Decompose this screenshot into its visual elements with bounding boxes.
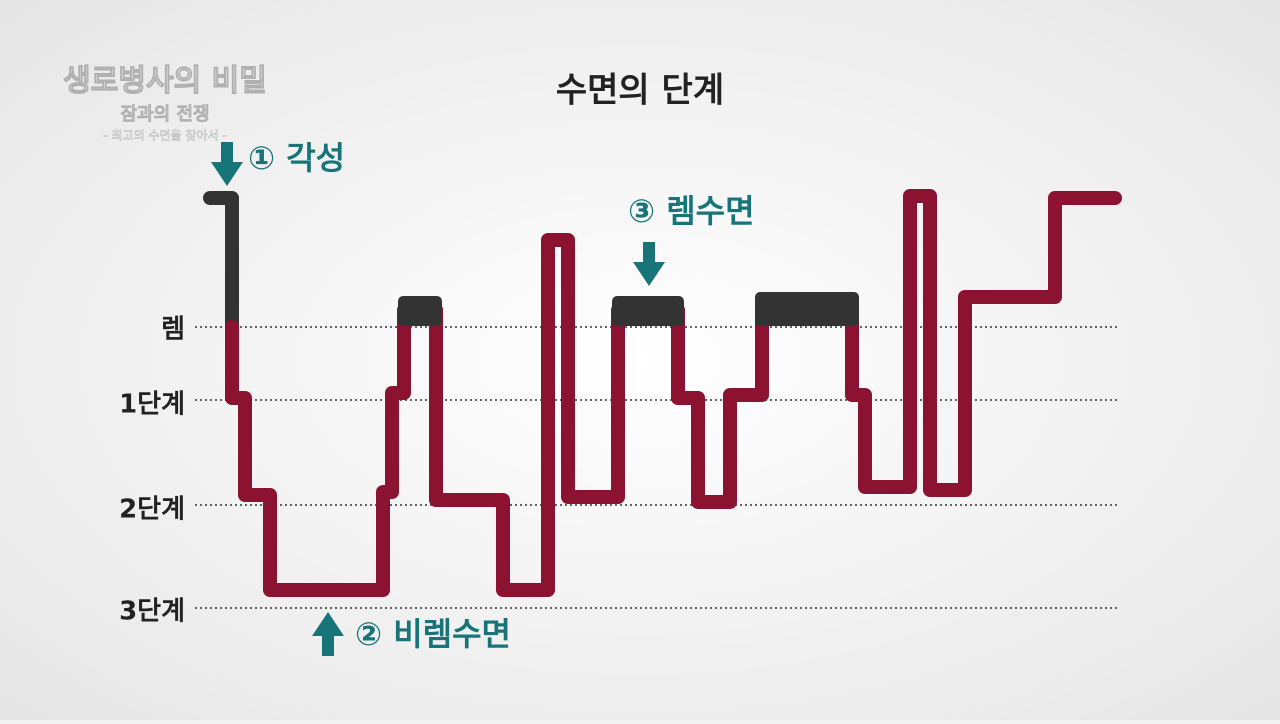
rem-block (755, 292, 859, 326)
level-label: 1단계 (119, 390, 185, 420)
wake-line (203, 191, 239, 334)
annotation: ③ 렘수면 (628, 192, 755, 230)
arrow (312, 612, 344, 656)
logo-title: 생로병사의 비밀 (63, 64, 267, 99)
arrow (633, 242, 665, 286)
logo-tagline: - 최고의 수면을 찾아서 - (103, 129, 226, 143)
level-label: 2단계 (119, 495, 185, 525)
annotation: ① 각성 (248, 139, 345, 177)
logo-subtitle: 잠과의 전쟁 (120, 104, 209, 125)
level-label: 3단계 (119, 597, 185, 627)
rem-block (398, 296, 442, 326)
rem-block (612, 296, 684, 326)
annotation: ② 비렘수면 (355, 615, 511, 653)
level-lines (195, 326, 1118, 609)
arrow (211, 142, 243, 186)
title: 수면의 단계 (556, 71, 724, 111)
level-label: 렘 (161, 315, 185, 345)
